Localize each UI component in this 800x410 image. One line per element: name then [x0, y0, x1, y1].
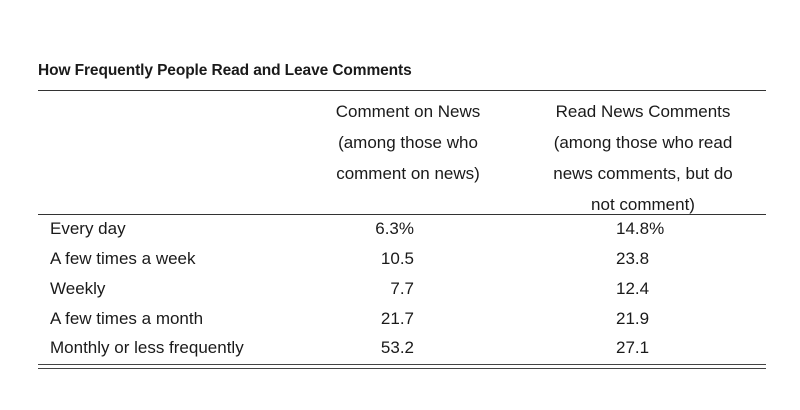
row-label: A few times a month: [50, 309, 204, 328]
column-header-line: not comment): [591, 195, 695, 214]
read-news-comments-value: 12.4: [616, 279, 650, 298]
read-news-comments-value: 14.8%: [616, 219, 665, 238]
read-news-comments-value: 21.9: [616, 309, 650, 328]
table-row: Weekly 7.7 12.4: [38, 274, 766, 304]
bottom-double-rule-lower: [38, 368, 766, 369]
read-news-comments-value: 27.1: [616, 338, 650, 357]
column-header-line: Comment on News: [335, 102, 481, 121]
comment-on-news-value: 10.5: [380, 249, 414, 268]
comment-on-news-value: 7.7: [390, 279, 414, 298]
table-row: A few times a month 21.7 21.9: [38, 304, 766, 334]
table-row: Every day 6.3% 14.8%: [38, 214, 766, 244]
read-news-comments-value: 23.8: [616, 249, 650, 268]
row-label: Weekly: [50, 279, 106, 298]
column-header-line: news comments, but do: [553, 164, 733, 183]
column-header-line: Read News Comments: [555, 102, 731, 121]
column-header-read-news-comments: Read News Comments (among those who read…: [518, 96, 768, 220]
column-header-line: comment on news): [336, 164, 480, 183]
header-rule: [38, 214, 766, 215]
column-header-line: (among those who read: [553, 133, 733, 152]
column-header-comment-on-news: Comment on News (among those who comment…: [308, 96, 508, 189]
comment-on-news-value: 6.3%: [375, 219, 414, 238]
table-title: How Frequently People Read and Leave Com…: [38, 62, 412, 79]
table-row: Monthly or less frequently 53.2 27.1: [38, 333, 766, 363]
comment-on-news-value: 53.2: [380, 338, 414, 357]
row-label: A few times a week: [50, 249, 196, 268]
row-label: Every day: [50, 219, 126, 238]
comment-on-news-value: 21.7: [380, 309, 414, 328]
row-label: Monthly or less frequently: [50, 338, 244, 357]
top-rule: [38, 90, 766, 91]
column-header-line: (among those who: [338, 133, 478, 152]
bottom-double-rule-upper: [38, 364, 766, 365]
table-row: A few times a week 10.5 23.8: [38, 244, 766, 274]
